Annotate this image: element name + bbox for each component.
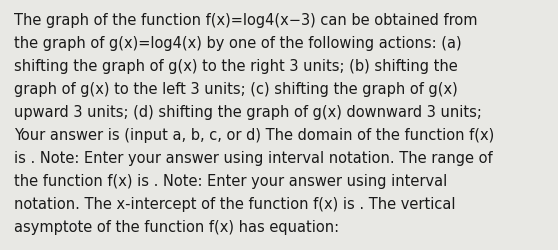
Text: notation. The x-intercept of the function f(x) is . The vertical: notation. The x-intercept of the functio… bbox=[14, 196, 455, 212]
Text: graph of g(x) to the left 3 units; (c) shifting the graph of g(x): graph of g(x) to the left 3 units; (c) s… bbox=[14, 82, 458, 96]
Text: asymptote of the function f(x) has equation:: asymptote of the function f(x) has equat… bbox=[14, 220, 339, 234]
Text: shifting the graph of g(x) to the right 3 units; (b) shifting the: shifting the graph of g(x) to the right … bbox=[14, 58, 458, 74]
Text: Your answer is (input a, b, c, or d) The domain of the function f(x): Your answer is (input a, b, c, or d) The… bbox=[14, 128, 494, 142]
Text: the graph of g(x)=log4(x) by one of the following actions: (a): the graph of g(x)=log4(x) by one of the … bbox=[14, 36, 461, 51]
Text: is . Note: Enter your answer using interval notation. The range of: is . Note: Enter your answer using inter… bbox=[14, 150, 493, 166]
Text: the function f(x) is . Note: Enter your answer using interval: the function f(x) is . Note: Enter your … bbox=[14, 174, 447, 188]
Text: The graph of the function f(x)=log4(x−3) can be obtained from: The graph of the function f(x)=log4(x−3)… bbox=[14, 12, 478, 28]
Text: upward 3 units; (d) shifting the graph of g(x) downward 3 units;: upward 3 units; (d) shifting the graph o… bbox=[14, 104, 482, 120]
